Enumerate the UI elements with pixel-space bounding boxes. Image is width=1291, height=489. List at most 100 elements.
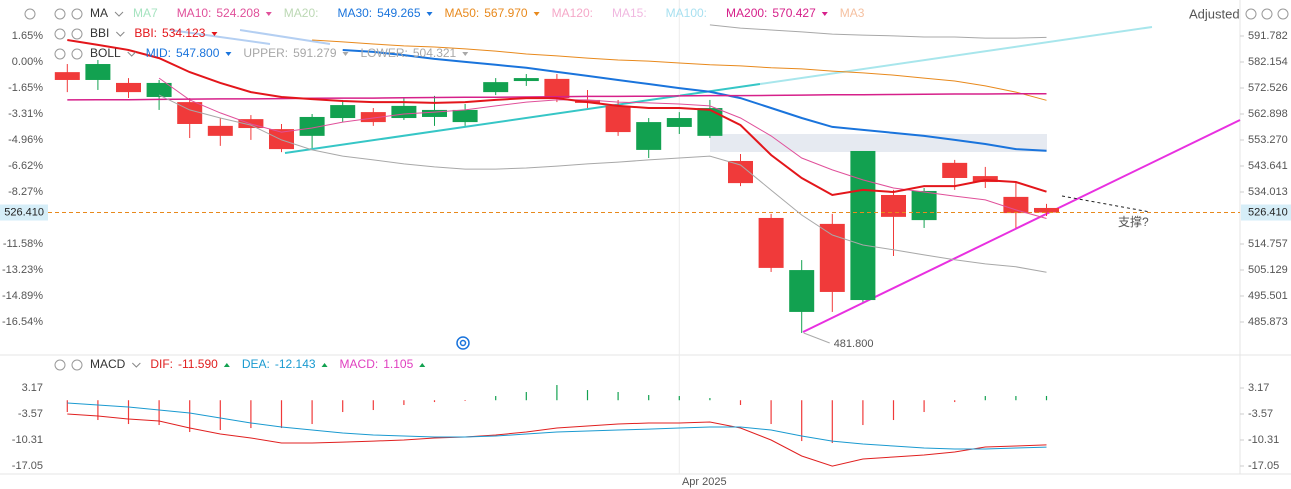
- legend-name: MA200:: [726, 6, 767, 20]
- candle-body: [85, 64, 111, 80]
- legend-label: BBI: [90, 26, 109, 40]
- legend-name: MACD:: [340, 357, 379, 371]
- candle-body: [146, 82, 172, 97]
- y2-tick-label: -1.65%: [8, 82, 43, 94]
- legend-arrow: [462, 52, 469, 56]
- y-tick-label: 572.526: [1248, 82, 1288, 94]
- zoom-in-icon[interactable]: [1245, 8, 1257, 20]
- eye-icon[interactable]: [24, 8, 36, 20]
- legend-name: MA50:: [445, 6, 480, 20]
- y2-tick-label: -13.23%: [2, 264, 43, 276]
- close-icon[interactable]: [71, 359, 83, 371]
- y-tick-label-left: 3.17: [22, 382, 43, 394]
- chevron[interactable]: [115, 31, 125, 37]
- settings-icon[interactable]: [54, 28, 66, 40]
- legend-arrow: [225, 52, 232, 56]
- legend-name: UPPER:: [243, 46, 288, 60]
- candle-body: [207, 125, 233, 136]
- target-icon[interactable]: [456, 336, 470, 350]
- low-label: 481.800: [834, 338, 874, 350]
- y-tick-label: 543.641: [1248, 160, 1288, 172]
- candle-body: [942, 162, 968, 178]
- y-tick-label: 591.782: [1248, 30, 1288, 42]
- annotation-pointer: [1061, 195, 1151, 213]
- y-tick-label: 3.17: [1248, 382, 1269, 394]
- y-tick-label: 582.154: [1248, 56, 1288, 68]
- close-icon[interactable]: [71, 28, 83, 40]
- legend-label: BOLL: [90, 46, 121, 60]
- y2-tick-label: -6.62%: [8, 160, 43, 172]
- legend-value: 567.970: [484, 6, 528, 20]
- candle-body: [360, 112, 386, 123]
- y-tick-label-left: -10.31: [12, 434, 43, 446]
- y2-tick-label: -14.89%: [2, 290, 43, 302]
- target-dot[interactable]: [459, 339, 467, 347]
- legend-value: 570.427: [772, 6, 816, 20]
- legend-row: BBI BBI: 534.123: [54, 26, 218, 40]
- y-tick-label: 534.013: [1248, 186, 1288, 198]
- legend-value: 524.208: [216, 6, 260, 20]
- legend-arrow: [321, 363, 328, 367]
- indicator-line: [158, 77, 1047, 219]
- chevron[interactable]: [131, 362, 141, 368]
- candle-body: [881, 194, 906, 217]
- candle-body: [819, 223, 845, 292]
- y2-tick-label: 1.65%: [12, 30, 43, 42]
- chevron[interactable]: [127, 51, 137, 57]
- legend-value: 534.123: [162, 26, 206, 40]
- close-icon[interactable]: [71, 8, 83, 20]
- close-icon[interactable]: [71, 48, 83, 60]
- y-tick-label: -17.05: [1248, 460, 1279, 472]
- legend-label: MACD: [90, 357, 126, 371]
- indicator-line: [67, 402, 1047, 450]
- adjusted-button[interactable]: Adjusted: [1189, 6, 1240, 21]
- candle-body: [177, 102, 203, 124]
- legend-arrow: [265, 12, 272, 16]
- last-price-label: 526.410: [1248, 206, 1288, 218]
- legend-name: MA15:: [612, 6, 647, 20]
- candle-body: [789, 270, 815, 312]
- settings-icon[interactable]: [1277, 8, 1289, 20]
- candle-body: [544, 78, 570, 99]
- legend-name: MID:: [146, 46, 171, 60]
- candle-body: [391, 105, 417, 119]
- legend-arrow: [533, 12, 540, 16]
- candle-body: [1003, 196, 1029, 214]
- settings-icon[interactable]: [54, 8, 66, 20]
- candle-body: [850, 150, 876, 301]
- y-tick-label: 553.270: [1248, 134, 1288, 146]
- legend-row: BOLL MID: 547.800 UPPER: 591.279 LOWER: 504.32…: [54, 46, 469, 60]
- legend-name: LOWER:: [361, 46, 408, 60]
- legend-name: MA10:: [177, 6, 212, 20]
- candle-body: [483, 82, 509, 93]
- legend-arrow: [419, 363, 426, 367]
- settings-icon[interactable]: [54, 359, 66, 371]
- candle-body: [54, 72, 80, 80]
- y-tick-label: -3.57: [1248, 408, 1273, 420]
- y-tick-label: 485.873: [1248, 316, 1288, 328]
- legend-name: DEA:: [242, 357, 270, 371]
- candle-body: [269, 129, 294, 150]
- zoom-out-icon[interactable]: [1261, 8, 1273, 20]
- indicator-line: [342, 49, 1047, 152]
- candle-body: [666, 118, 692, 127]
- legend-value: -12.143: [275, 357, 316, 371]
- candle-body: [299, 116, 325, 136]
- chevron[interactable]: [114, 11, 124, 17]
- candle-body: [1034, 207, 1059, 213]
- candle-body: [972, 176, 998, 183]
- candle-body: [697, 108, 723, 136]
- legend-name: MA7: [133, 6, 158, 20]
- y2-tick-label: 0.00%: [12, 56, 43, 68]
- y2-tick-label: -8.27%: [8, 186, 43, 198]
- y2-tick-label: -3.31%: [8, 108, 43, 120]
- legend-label: MA: [90, 6, 108, 20]
- settings-icon[interactable]: [54, 48, 66, 60]
- indicator-line: [312, 39, 1047, 101]
- legend-name: MA20:: [284, 6, 319, 20]
- y2-tick-label: -4.96%: [8, 134, 43, 146]
- target-ring[interactable]: [456, 336, 470, 350]
- candle-body: [513, 78, 539, 82]
